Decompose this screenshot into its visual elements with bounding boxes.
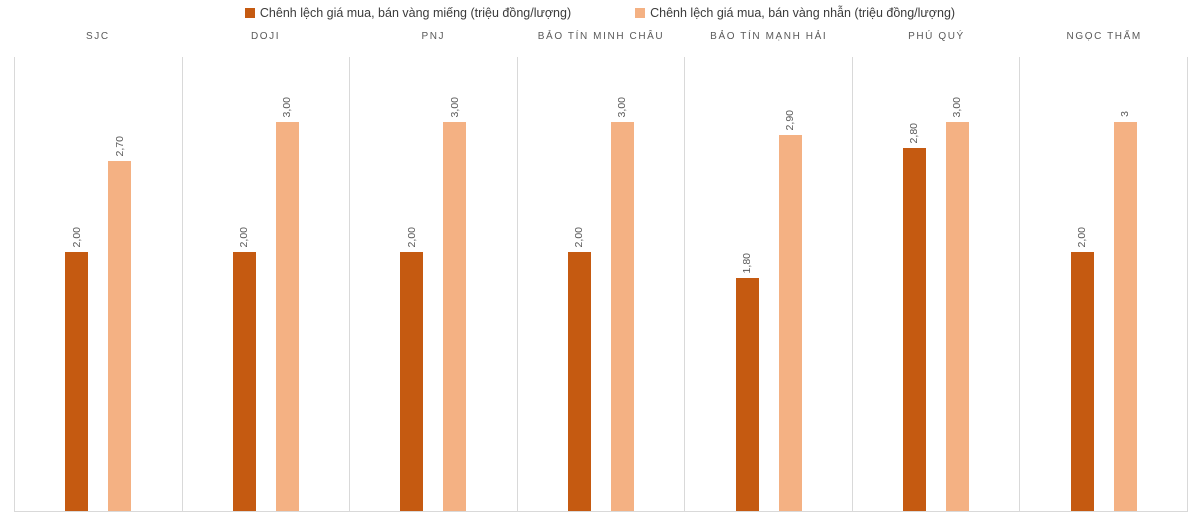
bar-col-mieng: 2,00 [400, 226, 424, 511]
bar-col-mieng: 2,00 [1070, 226, 1094, 511]
bar-nhan [108, 161, 132, 511]
bar-mieng [1070, 252, 1094, 511]
bar-mieng [735, 278, 759, 511]
bar-nhan [275, 122, 299, 511]
bar-col-nhan: 3,00 [946, 96, 970, 511]
legend-label-nhan: Chênh lệch giá mua, bán vàng nhẫn (triệu… [650, 6, 956, 20]
bar-group: 2,00 3,00 [181, 57, 350, 511]
bar-group: 1,80 2,90 [684, 57, 852, 511]
bar-group: 2,00 2,70 [14, 57, 182, 511]
bar-nhan [443, 122, 467, 511]
bar-value-label: 2,80 [908, 122, 921, 143]
category-label: PHÚ QUÝ [908, 31, 965, 42]
bar-col-mieng: 2,00 [568, 226, 592, 511]
category-label: BẢO TÍN MẠNH HẢI [710, 31, 828, 42]
bar-value-label: 2,00 [238, 226, 251, 247]
bar-value-label: 2,00 [70, 226, 83, 247]
bar-col-nhan: 3,00 [443, 96, 467, 511]
category-label: SJC [86, 31, 110, 42]
bar-value-label: 3,00 [616, 96, 629, 117]
legend-swatch-nhan-icon [635, 8, 646, 18]
bar-col-nhan: 2,90 [778, 109, 802, 511]
legend-item-nhan: Chênh lệch giá mua, bán vàng nhẫn (triệu… [635, 6, 955, 20]
bar-value-label: 3,00 [448, 96, 461, 117]
bar-value-label: 3 [1119, 111, 1131, 117]
bar-mieng [232, 252, 256, 511]
bar-col-nhan: 3,00 [275, 96, 299, 511]
legend-swatch-mieng-icon [244, 8, 255, 18]
bar-nhan [946, 122, 970, 511]
bar-mieng [400, 252, 424, 511]
bar-col-mieng: 2,00 [232, 226, 256, 511]
bar-nhan [778, 135, 802, 511]
category-label: PNJ [421, 31, 446, 42]
category-label: DOJI [250, 31, 281, 42]
bar-mieng [65, 252, 89, 511]
category-label: NGỌC THẨM [1066, 31, 1142, 42]
bar-value-label: 1,80 [740, 252, 753, 273]
bar-col-mieng: 2,00 [65, 226, 89, 511]
bar-col-nhan: 3 [1113, 111, 1137, 511]
bar-value-label: 2,00 [405, 226, 418, 247]
bar-value-label: 3,00 [281, 96, 294, 117]
bar-value-label: 2,90 [783, 109, 796, 130]
bar-mieng [903, 148, 927, 511]
plot-area: 2,00 2,70 2,00 3,00 2,00 3,00 2,00 3,00 1,80 2,90… [14, 57, 1189, 512]
bar-col-mieng: 2,80 [903, 122, 927, 511]
bar-value-label: 2,70 [113, 135, 126, 156]
bar-nhan [1113, 122, 1137, 511]
bar-group: 2,80 3,00 [851, 57, 1020, 511]
bar-mieng [568, 252, 592, 511]
category-axis: SJC DOJI PNJ BẢO TÍN MINH CHÂU BẢO TÍN MẠNH … [14, 31, 1188, 42]
legend-item-mieng: Chênh lệch giá mua, bán vàng miếng (triệ… [244, 6, 572, 20]
bar-value-label: 3,00 [951, 96, 964, 117]
bar-col-nhan: 3,00 [611, 96, 635, 511]
category-label: BẢO TÍN MINH CHÂU [537, 31, 665, 42]
bar-col-nhan: 2,70 [108, 135, 132, 511]
legend-label-mieng: Chênh lệch giá mua, bán vàng miếng (triệ… [259, 6, 572, 20]
bar-group: 2,00 3,00 [349, 57, 517, 511]
bar-group: 2,00 3 [1019, 57, 1189, 511]
bar-value-label: 2,00 [1076, 226, 1088, 247]
bar-col-mieng: 1,80 [735, 252, 759, 511]
bar-nhan [611, 122, 635, 511]
bar-group: 2,00 3,00 [516, 57, 685, 511]
chart-legend: Chênh lệch giá mua, bán vàng miếng (triệ… [0, 6, 1200, 20]
bar-value-label: 2,00 [573, 226, 586, 247]
